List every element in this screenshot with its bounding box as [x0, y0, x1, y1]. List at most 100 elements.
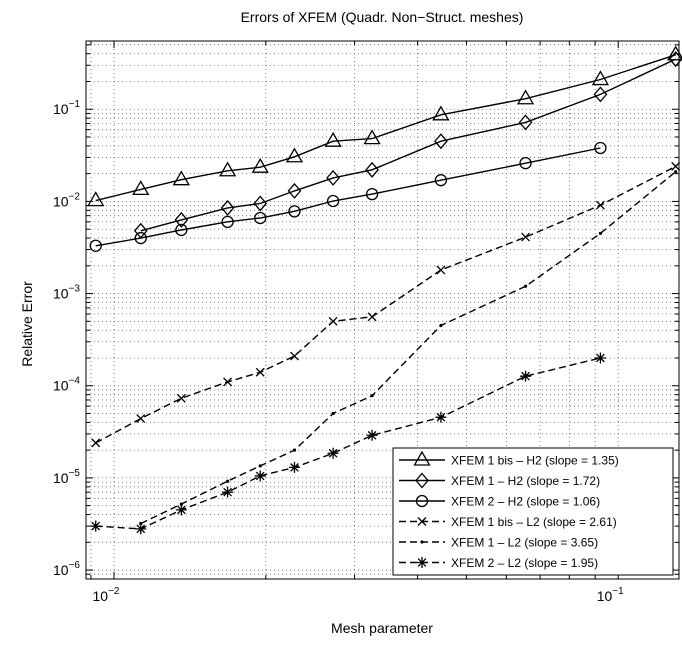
dot-marker [523, 284, 528, 288]
triangle-marker [172, 170, 190, 186]
x-marker [417, 517, 427, 526]
diamond-marker [287, 182, 302, 199]
asterisk-marker [327, 447, 339, 459]
dot-marker [331, 411, 335, 416]
y-tick-label-exponent: −1 [69, 99, 81, 110]
x-marker [436, 265, 446, 275]
circle-marker [365, 187, 379, 201]
asterisk-marker [222, 486, 234, 498]
x-marker [367, 312, 377, 322]
asterisk-marker [288, 461, 300, 473]
legend: XFEM 1 bis – H2 (slope = 1.35) XFEM 1 – H… [392, 447, 674, 576]
dot-marker [598, 231, 603, 235]
x-marker [91, 438, 101, 448]
asterisk-marker [520, 370, 532, 382]
asterisk-marker [90, 520, 102, 532]
x-marker [136, 414, 146, 424]
series [139, 170, 678, 526]
diamond-marker [133, 222, 148, 239]
y-tick-label-exponent: −4 [69, 376, 81, 387]
x-marker [255, 367, 265, 377]
circle-marker [89, 239, 102, 252]
triangle-marker [218, 161, 237, 177]
dot-marker [420, 540, 424, 544]
diamond-marker [668, 51, 682, 68]
legend-entry-label: XFEM 1 – L2 (slope = 3.65) [451, 536, 598, 550]
legend-entry-label: XFEM 1 – H2 (slope = 1.72) [451, 474, 600, 488]
triangle-marker [413, 450, 431, 466]
series [89, 141, 607, 252]
legend-entry-label: XFEM 2 – L2 (slope = 1.95) [451, 556, 598, 570]
diamond-marker [253, 195, 268, 212]
plot-area [85, 40, 680, 580]
legend-entry-label: XFEM 2 – H2 (slope = 1.06) [451, 495, 600, 509]
series-line [140, 58, 676, 232]
series [87, 45, 682, 207]
triangle-marker [87, 191, 105, 207]
circle-marker [415, 494, 429, 508]
asterisk-marker [135, 523, 147, 535]
legend-entry-label: XFEM 1 bis – L2 (slope = 2.61) [451, 515, 617, 529]
x-tick-label: 10−1 [597, 586, 624, 604]
dot-marker [674, 170, 678, 174]
circle-marker [254, 211, 267, 225]
diamond-marker [174, 211, 189, 228]
dot-marker [370, 394, 374, 398]
y-tick-label: 10−5 [53, 468, 80, 486]
circle-marker [175, 223, 188, 237]
triangle-marker [516, 89, 535, 105]
y-tick-label: 10−3 [53, 284, 80, 302]
asterisk-marker [416, 557, 428, 568]
circle-marker [288, 205, 301, 218]
y-tick-label-exponent: −3 [69, 284, 81, 295]
x-axis-label: Mesh parameter [331, 620, 433, 636]
series [91, 161, 681, 448]
triangle-marker [363, 129, 381, 145]
diamond-marker [326, 169, 340, 186]
diamond-marker [434, 133, 448, 150]
diamond-marker [518, 114, 533, 131]
y-tick-label-exponent: −2 [69, 191, 81, 202]
x-marker [223, 377, 233, 387]
dot-marker [179, 502, 183, 506]
y-tick-label-exponent: −6 [69, 560, 81, 571]
series [90, 352, 606, 535]
x-tick-label-exponent: −1 [612, 586, 624, 597]
chart-title: Errors of XFEM (Quadr. Non−Struct. meshe… [241, 9, 524, 25]
dot-marker [225, 479, 230, 483]
series-line [95, 165, 677, 444]
dot-marker [292, 448, 297, 452]
x-tick-label-exponent: −2 [108, 586, 120, 597]
x-marker [328, 316, 338, 326]
circle-marker [134, 231, 147, 245]
x-marker [521, 232, 531, 242]
dot-marker [258, 464, 262, 468]
asterisk-marker [594, 352, 606, 364]
series-line [95, 147, 601, 247]
x-marker [176, 393, 186, 403]
legend-box [392, 447, 674, 576]
y-tick-label-exponent: −5 [69, 468, 81, 479]
dot-marker [439, 323, 443, 328]
circle-marker [519, 157, 532, 170]
y-tick-label: 10−2 [53, 191, 80, 209]
x-marker [595, 200, 605, 210]
circle-marker [326, 194, 340, 208]
diamond-marker [415, 472, 429, 489]
x-marker [290, 351, 299, 361]
circle-marker [221, 215, 234, 228]
triangle-marker [251, 157, 269, 173]
diamond-marker [220, 199, 235, 216]
asterisk-marker [254, 470, 266, 482]
triangle-marker [285, 147, 304, 163]
y-tick-label: 10−6 [53, 560, 80, 578]
y-tick-label: 10−1 [53, 99, 80, 117]
asterisk-marker [175, 504, 187, 516]
triangle-marker [324, 131, 342, 147]
series-group [87, 45, 682, 535]
diamond-marker [593, 86, 608, 103]
x-marker [671, 161, 681, 171]
triangle-marker [591, 70, 610, 86]
